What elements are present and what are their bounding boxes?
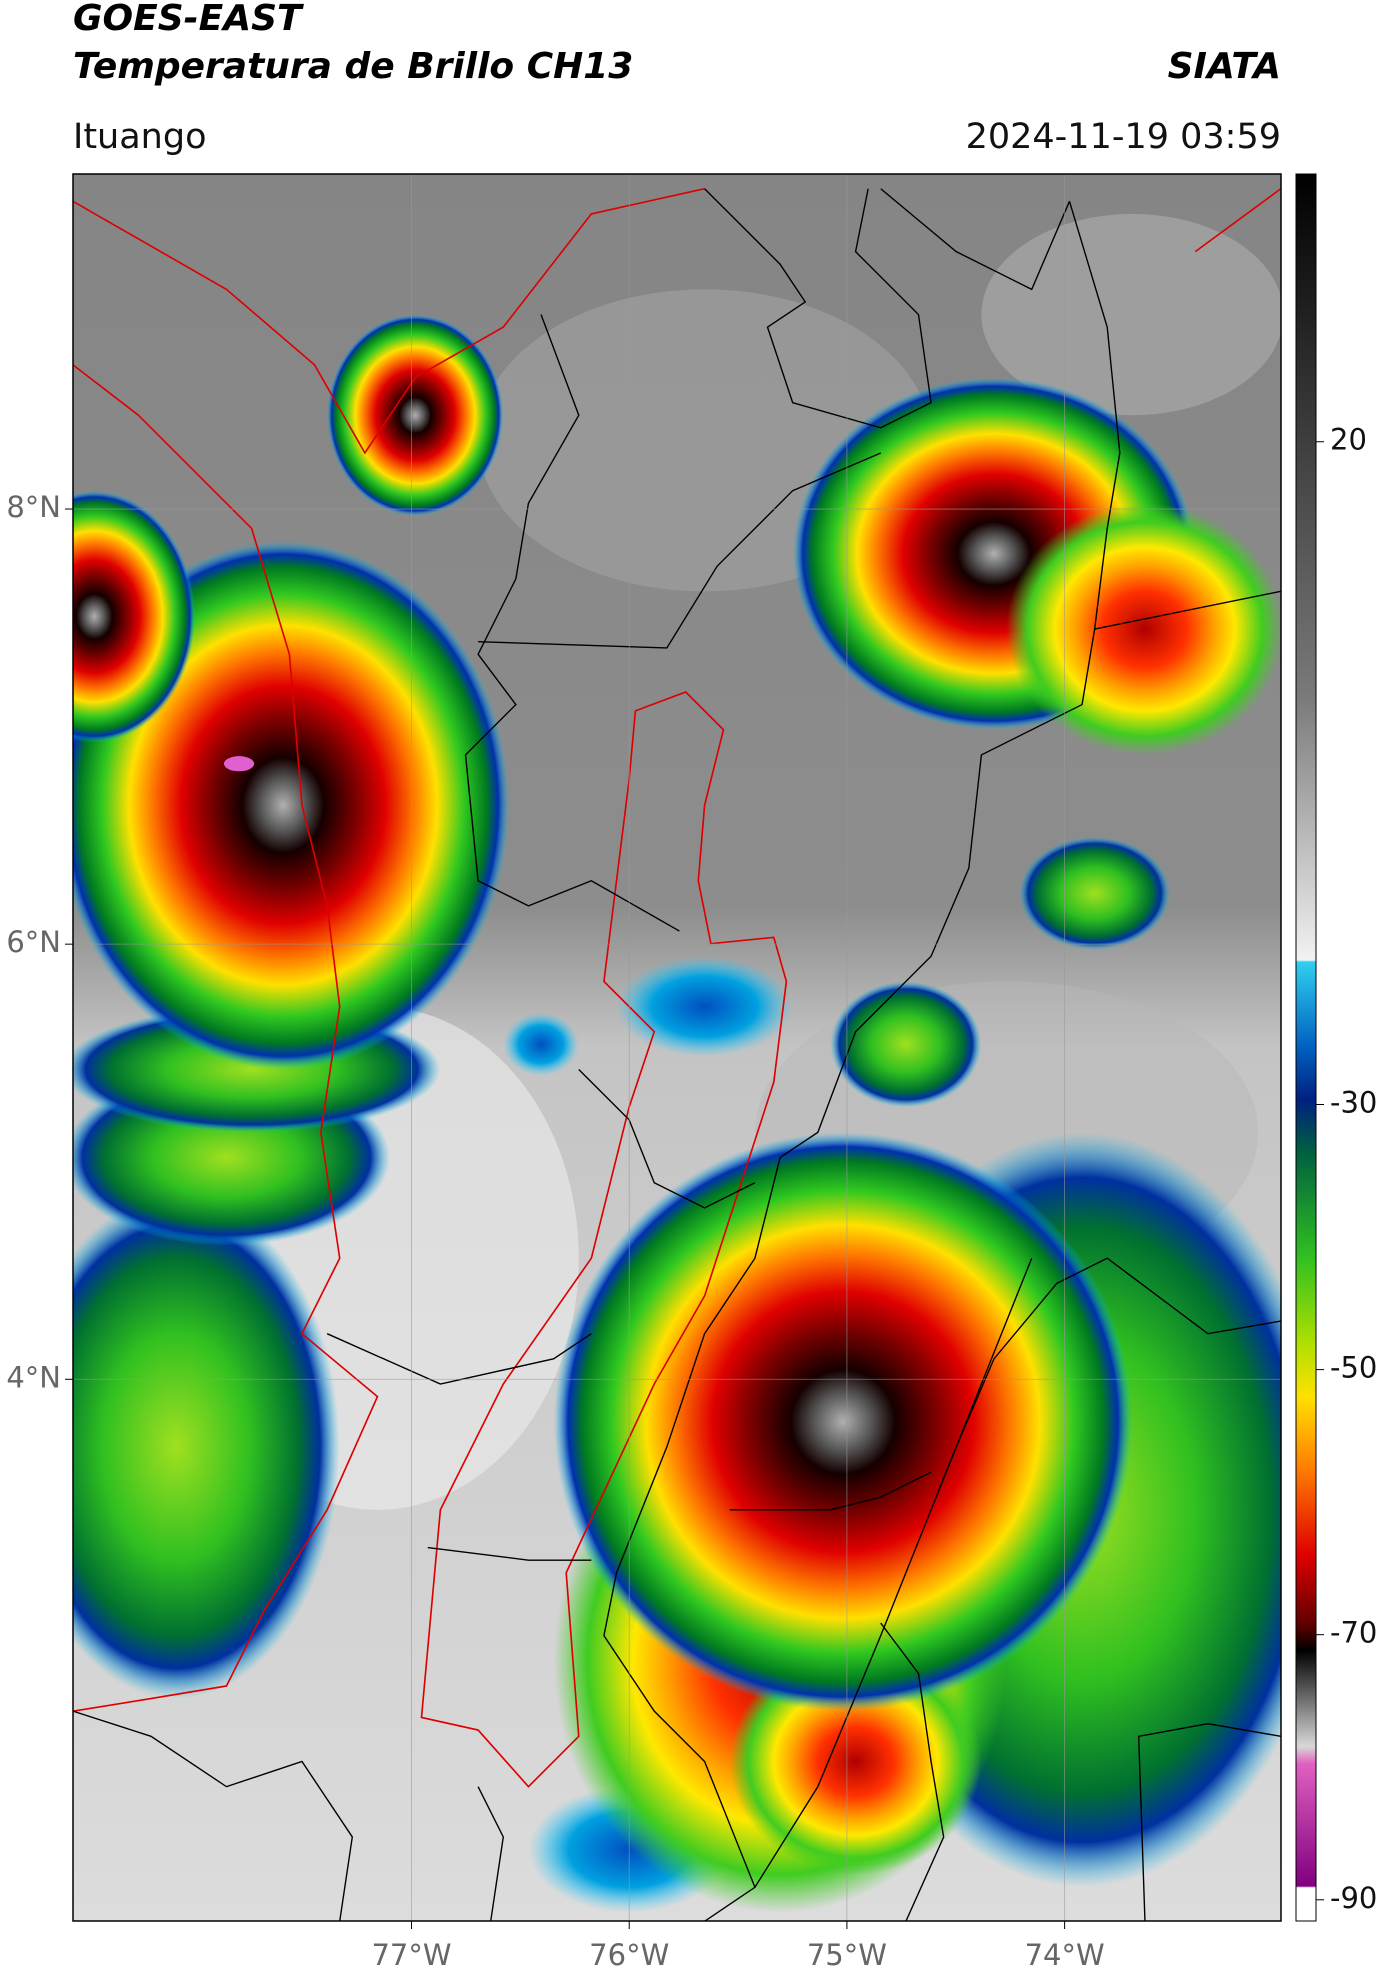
x-tick-label: 74°W: [1025, 1938, 1105, 1972]
x-tick-label: 76°W: [589, 1938, 669, 1972]
location: Ituango: [73, 117, 207, 157]
x-tick-label: 77°W: [371, 1938, 451, 1972]
colorbar: [1295, 173, 1317, 1922]
colorbar-tick-label: -30: [1330, 1085, 1377, 1119]
timestamp: 2024-11-19 03:59: [966, 117, 1281, 157]
y-tick-label: 4°N: [6, 1360, 61, 1394]
map-frame: [72, 173, 1282, 1922]
y-tick-label: 8°N: [6, 490, 61, 524]
x-tick-label: 75°W: [807, 1938, 887, 1972]
title-line1: GOES-EAST: [73, 0, 304, 39]
satellite-image: [72, 173, 1281, 1922]
colorbar-tick-label: 20: [1330, 423, 1367, 457]
colorbar-tick-label: -50: [1330, 1351, 1377, 1385]
graticule: [65, 174, 1281, 1929]
colorbar-tick-label: -90: [1330, 1881, 1377, 1915]
title-line2: Temperatura de Brillo CH13: [73, 46, 633, 87]
brand: SIATA: [1168, 46, 1281, 87]
colorbar-tick-label: -70: [1330, 1616, 1377, 1650]
y-tick-label: 6°N: [6, 925, 61, 959]
